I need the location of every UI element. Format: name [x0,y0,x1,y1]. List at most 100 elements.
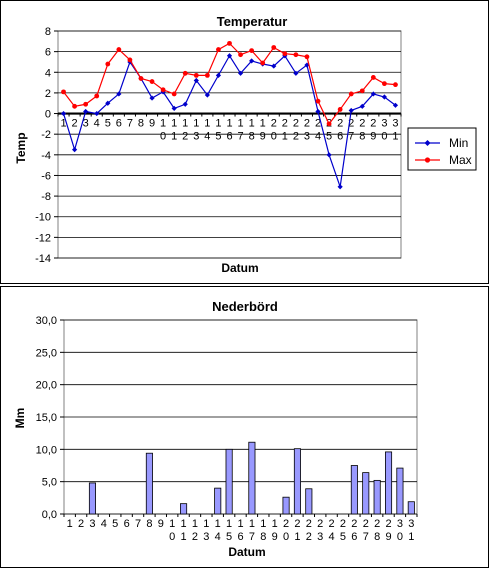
temperature-x-tick-label: 8 [249,131,255,143]
temperature-x-tick-label: 3 [392,118,398,130]
precipitation-x-tick-label: 7 [363,531,369,543]
temperature-point-max [61,89,66,95]
temperature-x-tick-label: 5 [326,131,332,143]
temperature-point-min [215,72,222,78]
precipitation-bar [248,441,256,515]
temperature-x-tick-label: 1 [182,118,188,130]
temperature-y-tick-label: -10 [35,212,51,224]
precipitation-y-tick-label: 20,0 [36,380,57,392]
temperature-x-tick-label: 8 [138,118,144,130]
precipitation-y-axis-label: Mm [13,408,27,429]
precipitation-bar [407,501,415,515]
temperature-x-tick-label: 4 [94,118,100,130]
precipitation-bar [362,472,370,515]
temperature-point-min [249,58,255,64]
temperature-point-min [304,62,310,68]
temperature-point-max [182,70,188,76]
precipitation-bar [373,479,381,515]
temperature-point-max [249,48,255,54]
precipitation-x-tick-label: 1 [169,518,175,530]
precipitation-y-tick-label: 0,0 [42,509,57,521]
temperature-point-min [60,110,67,117]
temperature-x-tick-label: 5 [105,118,111,130]
precipitation-x-tick-label: 1 [249,518,255,530]
temperature-point-max [216,47,221,52]
temperature-x-tick-label: 0 [271,131,277,143]
temperature-x-tick-label: 1 [160,118,166,130]
precipitation-x-tick-label: 6 [237,531,243,543]
temperature-x-tick-label: 2 [271,118,277,130]
temperature-y-tick-label: -4 [41,150,51,162]
precipitation-plot: 0,05,010,015,020,025,030,01 2 3 4 5 6 7 8 9 10111… [36,315,418,543]
precipitation-x-tick-label: 0 [397,531,403,543]
temperature-x-tick-label: 9 [260,131,266,143]
precipitation-x-tick-label: 3 [89,518,95,530]
precipitation-x-tick-label: 4 [101,518,107,530]
temperature-x-tick-label: 2 [182,131,188,143]
temperature-x-tick-label: 1 [171,131,177,143]
precipitation-x-tick-label: 8 [374,531,380,543]
precipitation-x-tick-label: 1 [67,518,73,530]
temperature-x-tick-label: 6 [337,131,343,143]
temperature-point-min [116,91,122,97]
temperature-x-tick-label: 4 [204,131,210,143]
precipitation-x-tick-label: 4 [215,531,221,543]
temperature-x-tick-label: 3 [381,118,387,130]
legend-min-label: Min [449,136,468,150]
precipitation-x-tick-label: 2 [385,518,391,530]
temperature-point-min [392,102,399,108]
precipitation-x-tick-label: 8 [146,518,152,530]
temperature-x-tick-label: 2 [304,118,310,130]
legend-min-marker [424,140,431,146]
precipitation-x-tick-label: 2 [329,518,335,530]
precipitation-bar [214,487,222,515]
precipitation-x-tick-label: 5 [226,531,232,543]
temperature-point-max [204,72,210,78]
temperature-y-tick-label: 2 [45,88,51,100]
temperature-point-max [326,121,332,127]
temperature-x-tick-label: 1 [204,118,210,130]
precipitation-x-axis-label: Datum [228,545,265,559]
temperature-x-tick-label: 1 [238,118,244,130]
precipitation-bar [282,496,290,515]
temperature-x-tick-label: 0 [381,131,387,143]
temperature-y-tick-label: 6 [45,47,51,59]
temperature-x-tick-label: 2 [370,118,376,130]
temperature-y-tick-label: 0 [45,109,51,121]
legend-max-marker [424,157,431,163]
temperature-point-max [293,52,299,58]
precipitation-bar [180,503,188,515]
precipitation-x-tick-label: 9 [272,531,278,543]
precipitation-x-tick-label: 2 [363,518,369,530]
temperature-y-tick-label: 8 [45,26,51,38]
temperature-x-tick-label: 1 [193,118,199,130]
temperature-point-max [116,47,122,52]
precipitation-x-tick-label: 1 [181,518,187,530]
temperature-y-tick-label: -2 [41,129,51,141]
precipitation-x-tick-label: 2 [306,531,312,543]
temperature-point-min [226,53,233,59]
precipitation-y-tick-label: 25,0 [36,347,57,359]
temperature-x-tick-label: 2 [359,118,365,130]
precipitation-x-tick-label: 6 [351,531,357,543]
temperature-point-min [315,108,321,115]
legend-max-label: Max [449,153,472,167]
precipitation-bar [88,482,96,515]
temperature-x-tick-label: 1 [215,118,221,130]
precipitation-x-tick-label: 4 [329,531,335,543]
precipitation-y-tick-label: 30,0 [36,315,57,327]
precipitation-bar [145,452,153,515]
temperature-x-tick-label: 1 [282,131,288,143]
precipitation-x-tick-label: 2 [306,518,312,530]
temperature-point-min [293,70,299,76]
precipitation-x-tick-label: 2 [192,531,198,543]
precipitation-x-tick-label: 1 [226,518,232,530]
precipitation-x-tick-label: 0 [169,531,175,543]
temperature-point-min [171,105,177,111]
temperature-point-min [83,108,89,115]
temperature-chart-title: Temperatur [217,14,288,29]
temperature-x-tick-label: 7 [348,131,354,143]
temperature-x-tick-label: 3 [83,118,89,130]
temperature-x-tick-label: 7 [238,131,244,143]
temperature-point-max [393,82,398,88]
